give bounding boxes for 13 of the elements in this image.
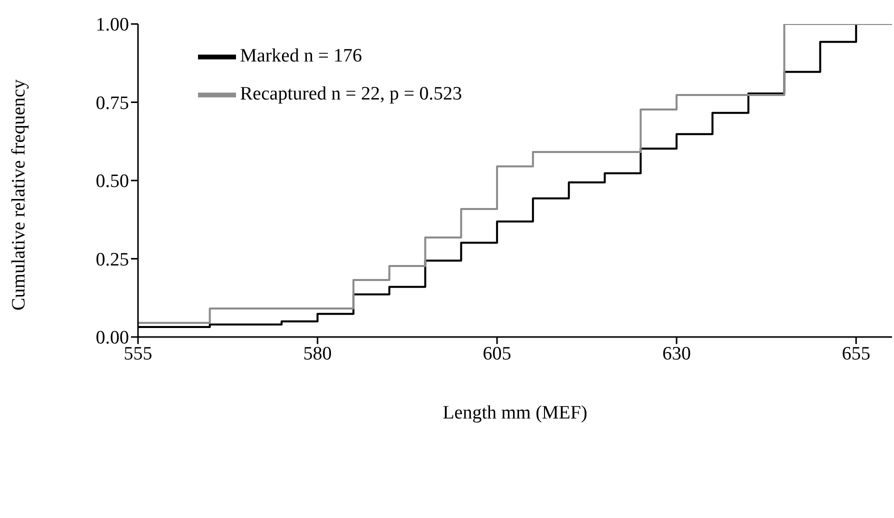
x-axis-title: Length mm (MEF) (442, 402, 588, 424)
legend-label: Marked n = 176 (240, 45, 362, 66)
y-tick-label: 0.25 (96, 249, 129, 270)
legend-label: Recaptured n = 22, p = 0.523 (240, 83, 462, 104)
x-tick-label: 605 (482, 343, 512, 364)
y-tick-label: 0.75 (96, 92, 129, 114)
x-tick-label: 655 (842, 343, 870, 364)
y-axis-title: Cumulative relative frequency (8, 78, 30, 310)
x-tick-label: 580 (303, 343, 332, 364)
x-tick-label: 555 (124, 343, 152, 364)
x-tick-label: 630 (662, 343, 691, 364)
y-tick-label: 1.00 (96, 14, 129, 36)
y-tick-label: 0.50 (96, 171, 129, 192)
